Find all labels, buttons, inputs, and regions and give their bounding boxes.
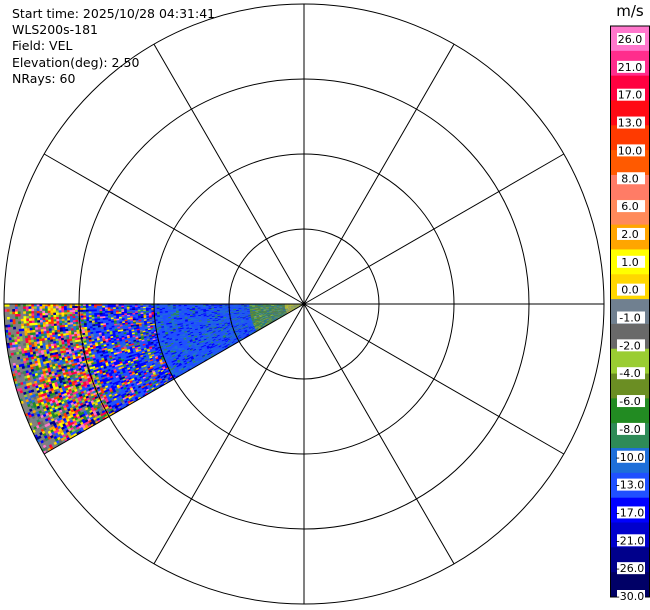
colorbar-tick-label: 21.0	[618, 61, 643, 74]
ppi-plot	[3, 3, 605, 605]
colorbar-tick-label: -1.0	[619, 312, 640, 325]
elevation-label: Elevation(deg): 2.50	[12, 54, 140, 70]
colorbar-tick-bg	[617, 562, 645, 575]
colorbar-tick-bg	[617, 255, 645, 268]
radial-line	[43, 303, 305, 455]
colorbar-tick-label: 6.0	[621, 200, 639, 213]
colorbar-tick-label: 2.0	[621, 228, 639, 241]
nrays-label: NRays: 60	[12, 70, 76, 86]
colorbar-tick-label: 1.0	[621, 256, 639, 269]
radial-line	[303, 153, 565, 305]
start-time-label: Start time: 2025/10/28 04:31:41	[12, 6, 216, 21]
colorbar-tick-bg	[617, 33, 645, 45]
colorbar-tick-label: -10.0	[616, 451, 644, 464]
colorbar-unit: m/s	[616, 2, 644, 20]
scan-info: Start time: 2025/10/28 04:31:41 WLS200s-…	[12, 6, 215, 87]
colorbar-tick-label: -17.0	[616, 506, 644, 519]
colorbar-tick-bg	[617, 88, 645, 101]
colorbar-tick-bg	[617, 506, 645, 519]
colorbar-tick-label: -6.0	[619, 395, 640, 408]
field-label: Field: VEL	[12, 38, 73, 54]
colorbar-tick-bg	[617, 450, 645, 463]
colorbar-tick-bg	[617, 367, 645, 380]
colorbar-tick-bg	[617, 200, 645, 213]
colorbar-tick-bg	[617, 60, 645, 73]
colorbar-tick-label: 0.0	[621, 284, 639, 297]
colorbar-tick-label: 8.0	[621, 172, 639, 185]
velocity-sector	[3, 303, 304, 455]
colorbar-tick-bg	[617, 422, 645, 435]
colorbar-tick-bg	[617, 395, 645, 408]
colorbar-tick-bg	[617, 283, 645, 296]
colorbar-tick-label: 26.0	[618, 33, 643, 46]
radial-line	[153, 303, 305, 565]
colorbar-tick-label: -8.0	[619, 423, 640, 436]
colorbar-tick-bg	[617, 116, 645, 129]
radial-line	[303, 303, 455, 565]
radial-line	[303, 43, 455, 305]
colorbar-tick-label: -30.0	[616, 590, 644, 603]
colorbar: m/s 26.0 21.0 17.0 13.0 10.0 8.0 6.0 2.0 1.0 0.0 -1…	[610, 2, 650, 603]
colorbar-tick-label: 10.0	[618, 144, 643, 157]
radial-line	[153, 43, 305, 305]
colorbar-tick-label: -13.0	[616, 479, 644, 492]
colorbar-tick-label: -26.0	[616, 562, 644, 575]
colorbar-tick-label: 13.0	[618, 117, 643, 130]
radial-line	[43, 153, 305, 305]
radial-line	[303, 303, 565, 455]
colorbar-tick-bg	[617, 227, 645, 240]
instrument-label: WLS200s-181	[12, 22, 98, 38]
colorbar-tick-bg	[617, 478, 645, 491]
colorbar-tick-bg	[617, 311, 645, 324]
radial-lines	[4, 4, 604, 604]
colorbar-tick-bg	[617, 339, 645, 352]
colorbar-tick-label: -4.0	[619, 367, 640, 380]
colorbar-tick-bg	[617, 172, 645, 185]
colorbar-tick-label: -21.0	[616, 534, 644, 547]
colorbar-tick-bg	[617, 144, 645, 157]
colorbar-tick-bg	[617, 590, 645, 602]
colorbar-tick-bg	[617, 534, 645, 547]
colorbar-tick-label: 17.0	[618, 89, 643, 102]
colorbar-tick-label: -2.0	[619, 339, 640, 352]
